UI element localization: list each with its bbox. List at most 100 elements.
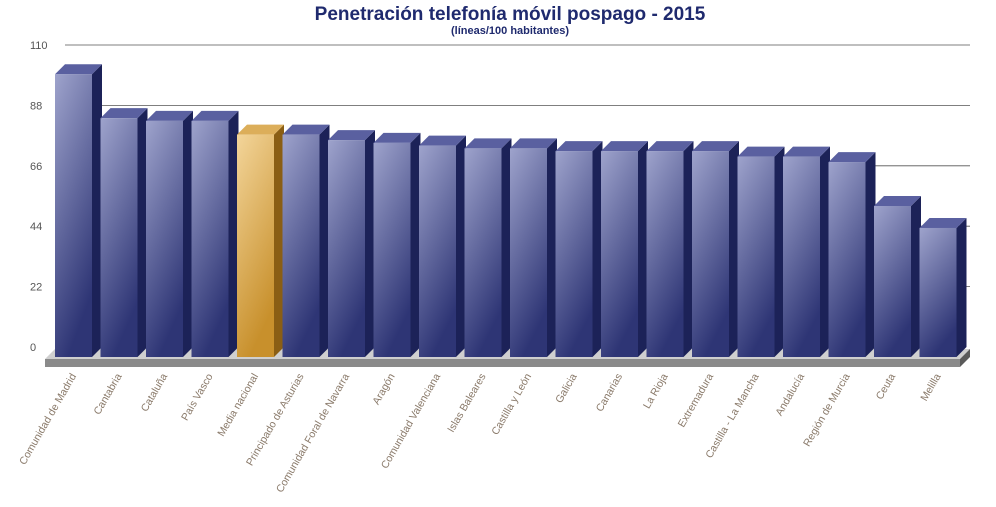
bar <box>555 141 603 357</box>
bar <box>510 138 557 357</box>
bar-side <box>365 130 375 357</box>
bar-side <box>729 141 739 357</box>
bar-top <box>692 141 739 152</box>
bar-front <box>146 120 183 358</box>
x-tick-label: Cantabria <box>91 371 124 417</box>
bar-top <box>146 110 193 121</box>
x-tick-label: Castilla - La Mancha <box>703 371 761 460</box>
bar <box>55 64 102 357</box>
bar-front <box>737 156 775 357</box>
bar <box>737 146 785 357</box>
x-tick-label: Melilla <box>918 371 943 403</box>
x-tick-label: Islas Baleares <box>445 372 488 435</box>
bar-top <box>919 217 967 228</box>
bar <box>191 110 239 358</box>
y-tick-label: 0 <box>30 342 36 354</box>
bar-side <box>774 146 785 357</box>
bar <box>100 108 148 358</box>
bar-side <box>865 152 876 357</box>
bar-front <box>555 151 593 357</box>
bar-side <box>183 110 193 358</box>
bar-top <box>55 64 102 75</box>
bar-side <box>547 138 557 357</box>
bar <box>919 217 967 357</box>
x-tick-label: Canarias <box>594 372 625 414</box>
bar <box>237 124 284 357</box>
bar-top <box>282 124 330 135</box>
x-tick-label: Extremadura <box>676 371 717 429</box>
x-tick-label: País Vasco <box>179 371 216 422</box>
bar-side <box>274 124 284 357</box>
bar-side <box>956 217 967 357</box>
x-tick-label: Comunidad de Madrid <box>17 371 79 467</box>
bar-side <box>137 108 148 358</box>
x-tick-label: Galicia <box>553 371 580 405</box>
bar-front <box>55 74 92 357</box>
bar-top <box>373 132 421 143</box>
x-tick-label: Andalucía <box>773 371 807 418</box>
floor-front <box>45 359 960 367</box>
bar-side <box>683 141 694 357</box>
bar <box>646 141 694 357</box>
bar-side <box>92 64 102 357</box>
bar-side <box>820 146 830 357</box>
bar <box>783 146 830 357</box>
y-tick-label: 22 <box>30 282 42 294</box>
x-tick-label: Media nacional <box>215 372 261 439</box>
bar-front <box>601 151 638 357</box>
bar-front <box>646 151 684 357</box>
bar-front <box>100 118 138 358</box>
x-tick-label: Ceuta <box>874 371 898 401</box>
bar-side <box>592 141 603 357</box>
bar <box>874 196 921 357</box>
bar <box>464 138 512 357</box>
bar-top <box>646 141 694 152</box>
bar-top <box>419 135 466 146</box>
x-axis-labels: Comunidad de Madrid Cantabria Cataluña País… <box>17 371 944 494</box>
bar-side <box>319 124 330 357</box>
bar-front <box>191 120 229 358</box>
bar <box>373 132 421 357</box>
bar-side <box>410 132 421 357</box>
y-tick-label: 66 <box>30 161 42 173</box>
bar-front <box>464 148 502 357</box>
bar-top <box>783 146 830 157</box>
bar-top <box>555 141 603 152</box>
bar <box>828 152 876 357</box>
bar <box>282 124 330 357</box>
y-tick-label: 88 <box>30 100 42 112</box>
x-tick-label: Castilla y León <box>489 371 534 437</box>
bar-top <box>828 152 876 163</box>
y-tick-label: 44 <box>30 221 42 233</box>
bar <box>601 141 648 357</box>
bar-top <box>874 196 921 206</box>
bar-front <box>828 162 866 357</box>
bar-top <box>464 138 512 149</box>
bar-front <box>919 227 957 357</box>
bar-top <box>237 124 284 135</box>
bar <box>146 110 193 358</box>
bar <box>692 141 739 357</box>
y-axis-ticks: 0 22 44 66 88 110 <box>30 40 48 354</box>
bar-side <box>501 138 512 357</box>
bar-side <box>911 196 921 357</box>
x-tick-label: Cataluña <box>139 371 170 414</box>
bar-top <box>328 130 375 141</box>
bar-front <box>373 142 411 357</box>
chart-subtitle: (líneas/100 habitantes) <box>451 25 569 37</box>
bar-front <box>328 140 365 357</box>
bar-top <box>737 146 785 157</box>
bar-front <box>783 156 820 357</box>
bar-front <box>510 148 547 357</box>
bar-top <box>191 110 239 121</box>
bar-top <box>510 138 557 149</box>
bar-side <box>638 141 648 357</box>
bar-top <box>601 141 648 152</box>
y-tick-label: 110 <box>30 40 48 52</box>
bar-side <box>456 135 466 357</box>
bar-top <box>100 108 148 119</box>
x-tick-label: La Rioja <box>641 371 671 411</box>
bar-front <box>692 151 729 357</box>
